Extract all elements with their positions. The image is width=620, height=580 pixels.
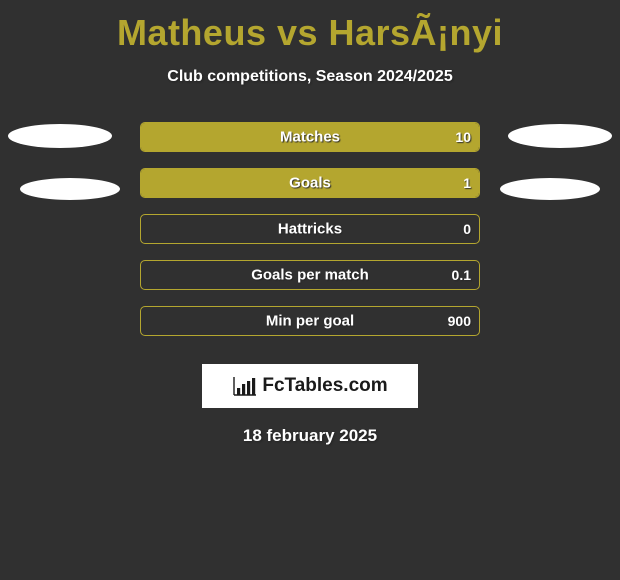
stat-right-value: 0.1 <box>452 267 471 283</box>
logo-text: FcTables.com <box>262 375 387 397</box>
page-title: Matheus vs HarsÃ¡nyi <box>0 0 620 54</box>
bar-chart-icon <box>232 375 258 397</box>
stat-right-value: 900 <box>448 313 471 329</box>
bar-fill-right <box>141 123 479 151</box>
bar-track: Matches 10 <box>140 122 480 152</box>
stat-row: Min per goal 900 <box>0 298 620 344</box>
bar-track: Hattricks 0 <box>140 214 480 244</box>
stat-row: Hattricks 0 <box>0 206 620 252</box>
bar-fill-right <box>141 169 479 197</box>
stat-label: Min per goal <box>141 313 479 330</box>
page-subtitle: Club competitions, Season 2024/2025 <box>0 68 620 86</box>
stat-right-value: 10 <box>455 129 471 145</box>
stat-row: Goals per match 0.1 <box>0 252 620 298</box>
bar-track: Min per goal 900 <box>140 306 480 336</box>
stat-row: Goals 1 <box>0 160 620 206</box>
stat-right-value: 1 <box>463 175 471 191</box>
logo-box: FcTables.com <box>202 364 418 408</box>
comparison-chart: Matches 10 Goals 1 Hattricks 0 Goals per… <box>0 114 620 344</box>
stat-right-value: 0 <box>463 221 471 237</box>
stat-label: Goals per match <box>141 267 479 284</box>
date-text: 18 february 2025 <box>0 426 620 446</box>
bar-track: Goals 1 <box>140 168 480 198</box>
stat-row: Matches 10 <box>0 114 620 160</box>
stat-label: Hattricks <box>141 221 479 238</box>
bar-track: Goals per match 0.1 <box>140 260 480 290</box>
